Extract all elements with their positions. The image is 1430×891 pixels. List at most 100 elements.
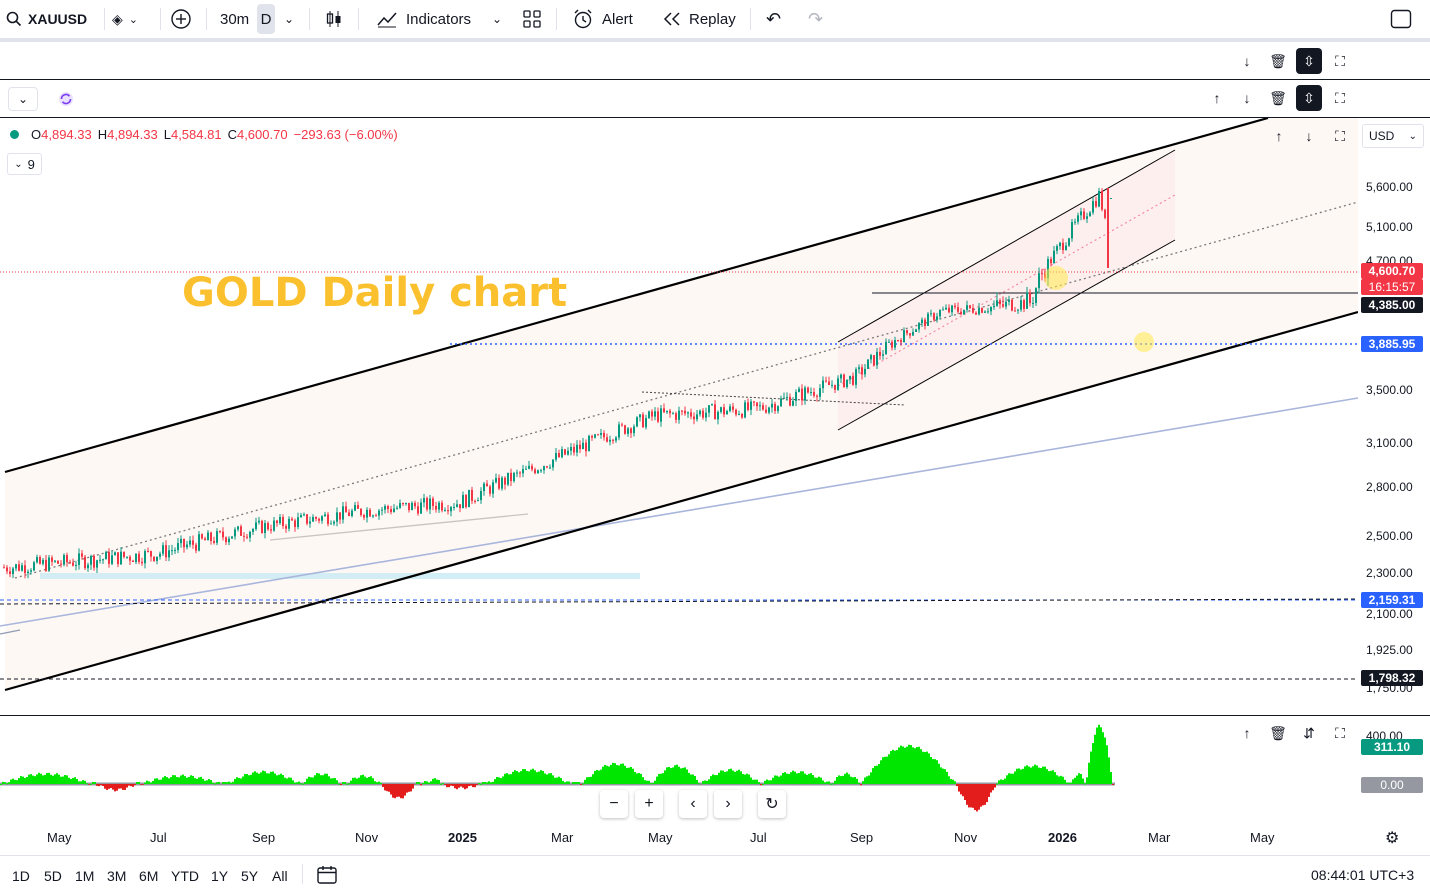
osc-bar	[536, 772, 538, 784]
chart-title: GOLD Daily chart	[182, 270, 567, 316]
candle-body	[45, 560, 47, 571]
indicators-toggle[interactable]: ⌄9	[7, 153, 42, 175]
collapse-legend-button[interactable]: ⌄	[8, 87, 38, 111]
candle-body	[120, 552, 122, 564]
range-button-1d[interactable]: 1D	[12, 868, 30, 884]
currency-select[interactable]: USD⌄	[1362, 124, 1424, 148]
indicators-button[interactable]: Indicators	[376, 6, 471, 32]
osc-bar	[1070, 783, 1072, 784]
replay-button[interactable]: Replay	[661, 6, 736, 32]
osc-bar	[1076, 776, 1078, 784]
interval-d[interactable]: D	[257, 4, 275, 34]
move-down-button[interactable]: ↓	[1234, 85, 1260, 111]
fullscreen-button[interactable]	[1390, 6, 1412, 32]
collapse-pane-button[interactable]: ⇳	[1296, 48, 1322, 74]
maximize-pane-button[interactable]: ⛶	[1327, 48, 1353, 74]
move-up-button[interactable]: ↑	[1204, 85, 1230, 111]
move-down-button[interactable]: ↓	[1296, 123, 1322, 149]
range-button-1y[interactable]: 1Y	[211, 868, 228, 884]
price-tick: 2,300.00	[1366, 566, 1413, 580]
osc-bar	[1028, 767, 1030, 784]
alert-button[interactable]: Alert	[572, 6, 633, 32]
indicators-dropdown[interactable]: ⌄	[492, 6, 502, 32]
sync-button[interactable]	[53, 86, 79, 112]
osc-bar	[396, 784, 398, 797]
redo-button[interactable]: ↷	[808, 6, 823, 32]
maximize-pane-button[interactable]: ⛶	[1327, 123, 1353, 149]
candle-body	[609, 440, 611, 442]
layouts-button[interactable]	[522, 6, 542, 32]
candle-body	[732, 406, 734, 409]
delete-pane-button[interactable]: 🗑	[1265, 48, 1291, 74]
osc-bar	[532, 769, 534, 784]
osc-bar	[866, 776, 868, 784]
candle-body	[843, 375, 845, 387]
maximize-pane-button[interactable]: ⛶	[1327, 85, 1353, 111]
price-chart[interactable]: GOLD Daily chart	[0, 118, 1430, 715]
interval-30m[interactable]: 30m	[220, 6, 249, 32]
goto-date-button[interactable]	[316, 864, 338, 891]
last-price-value: 4,600.70	[1369, 264, 1416, 278]
osc-bar	[1020, 770, 1022, 784]
bottom-toolbar: 1D 5D 1M 3M 6M YTD 1Y 5Y All 08:44:01 UTC+3	[0, 855, 1430, 891]
move-up-button[interactable]: ↑	[1234, 720, 1260, 746]
chart-settings-button[interactable]: ⚙	[1385, 828, 1399, 848]
zoom-in-button[interactable]: +	[635, 790, 663, 818]
chart-type-button[interactable]	[324, 6, 344, 32]
zoom-out-button[interactable]: −	[600, 790, 628, 818]
delete-pane-button[interactable]: 🗑	[1265, 85, 1291, 111]
symbol-search[interactable]: XAUUSD	[6, 6, 102, 32]
osc-bar	[880, 760, 882, 784]
candle-body	[864, 369, 866, 375]
interval-dropdown[interactable]: ⌄	[284, 6, 294, 32]
osc-bar	[720, 770, 722, 784]
range-button-all[interactable]: All	[272, 868, 288, 884]
collapse-pane-button[interactable]: ⇳	[1296, 85, 1322, 111]
collapse-pane-button[interactable]: ⇵	[1296, 720, 1322, 746]
osc-bar	[726, 771, 728, 784]
range-button-3m[interactable]: 3M	[107, 868, 126, 884]
clock[interactable]: 08:44:01 UTC+3	[1311, 867, 1414, 883]
scroll-left-button[interactable]: ‹	[679, 790, 707, 818]
candle-body	[531, 466, 533, 470]
candle-body	[243, 536, 245, 537]
osc-bar	[164, 776, 166, 784]
undo-button[interactable]: ↶	[766, 6, 781, 32]
range-button-5d[interactable]: 5D	[44, 868, 62, 884]
osc-bar	[194, 778, 196, 784]
move-up-button[interactable]: ↑	[1266, 123, 1292, 149]
osc-bar	[516, 771, 518, 784]
candle-body	[462, 495, 464, 508]
osc-bar	[192, 776, 194, 784]
osc-bar	[1002, 780, 1004, 784]
osc-bar	[644, 780, 646, 784]
candle-body	[483, 484, 485, 491]
candle-body	[885, 342, 887, 354]
add-symbol-button[interactable]	[170, 6, 192, 32]
candle-body	[459, 504, 461, 508]
candle-body	[678, 411, 680, 420]
osc-bar	[500, 778, 502, 784]
osc-bar	[212, 783, 214, 784]
scroll-right-button[interactable]: ›	[714, 790, 742, 818]
candle-body	[447, 510, 449, 511]
range-button-1m[interactable]: 1M	[75, 868, 94, 884]
osc-bar	[590, 777, 592, 784]
range-button-ytd[interactable]: YTD	[171, 868, 199, 884]
candle-body	[795, 392, 797, 401]
compare-button[interactable]: ◈ ⌄	[112, 6, 152, 32]
range-button-5y[interactable]: 5Y	[241, 868, 258, 884]
reset-chart-button[interactable]: ↻	[758, 790, 786, 818]
osc-bar	[1072, 779, 1074, 784]
candle-body	[999, 300, 1001, 304]
osc-bar	[882, 757, 884, 784]
range-button-6m[interactable]: 6M	[139, 868, 158, 884]
move-down-button[interactable]: ↓	[1234, 48, 1260, 74]
pane-controls-second: ⌄ ↑ ↓ 🗑 ⇳ ⛶	[0, 80, 1430, 118]
osc-bar	[942, 769, 944, 784]
candle-body	[744, 402, 746, 417]
delete-pane-button[interactable]: 🗑	[1265, 720, 1291, 746]
osc-bar	[1044, 767, 1046, 784]
time-tick: Nov	[355, 830, 378, 845]
maximize-pane-button[interactable]: ⛶	[1327, 720, 1353, 746]
